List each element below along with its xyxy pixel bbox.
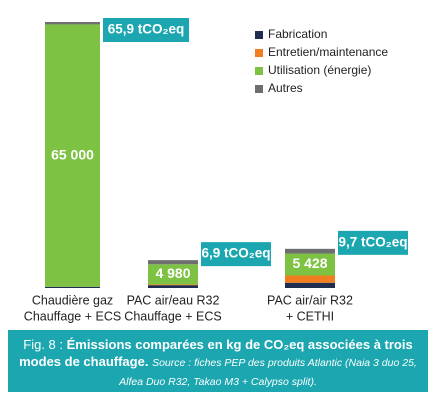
legend-label: Utilisation (énergie) <box>268 63 371 77</box>
bar-segment <box>148 284 198 286</box>
bar-segment <box>285 248 335 254</box>
total-label: 6,9 tCO₂eq <box>201 246 270 261</box>
total-box <box>338 230 408 255</box>
x-tick-label: PAC air/air R32 <box>267 293 353 307</box>
total-label: 65,9 tCO₂eq <box>108 22 185 37</box>
value-label: 4 980 <box>155 265 190 281</box>
caption-source: Source : fiches PEP des produits Atlanti… <box>119 357 417 388</box>
value-label: 5 428 <box>292 255 327 271</box>
bar-segment <box>45 22 100 25</box>
x-tick-label: PAC air/eau R32 <box>127 293 220 307</box>
total-box <box>201 242 271 267</box>
x-tick-label: Chaudière gaz <box>32 293 113 307</box>
caption-title: Émissions comparées en kg de CO₂eq assoc… <box>19 337 413 369</box>
x-tick-label: Chauffage + ECS <box>124 309 221 323</box>
bar-segment <box>45 24 100 287</box>
legend-swatch <box>255 67 263 75</box>
chart: 65 000 65,9 tCO₂eq Chaudière gaz Chauffage … <box>24 18 408 323</box>
value-label: 65 000 <box>51 146 94 162</box>
total-label: 9,7 tCO₂eq <box>338 234 407 249</box>
legend-label: Autres <box>268 81 303 95</box>
bar-segment <box>285 253 335 276</box>
legend-swatch <box>255 85 263 93</box>
bar-segment <box>45 286 100 288</box>
caption-figure: Fig. 8 : <box>23 337 67 352</box>
bar-segment <box>148 260 198 265</box>
x-tick-label: + CETHI <box>286 309 334 323</box>
legend-swatch <box>255 49 263 57</box>
legend-label: Fabrication <box>268 27 327 41</box>
bar-segment <box>148 264 198 285</box>
x-tick-label: Chauffage + ECS <box>24 309 121 323</box>
caption: Fig. 8 : Émissions comparées en kg de CO… <box>8 330 428 392</box>
legend-label: Entretien/maintenance <box>268 45 388 59</box>
bar-segment <box>285 275 335 283</box>
bar-segment <box>148 285 198 288</box>
legend-swatch <box>255 31 263 39</box>
bar-segment <box>285 282 335 288</box>
total-box <box>103 18 189 42</box>
